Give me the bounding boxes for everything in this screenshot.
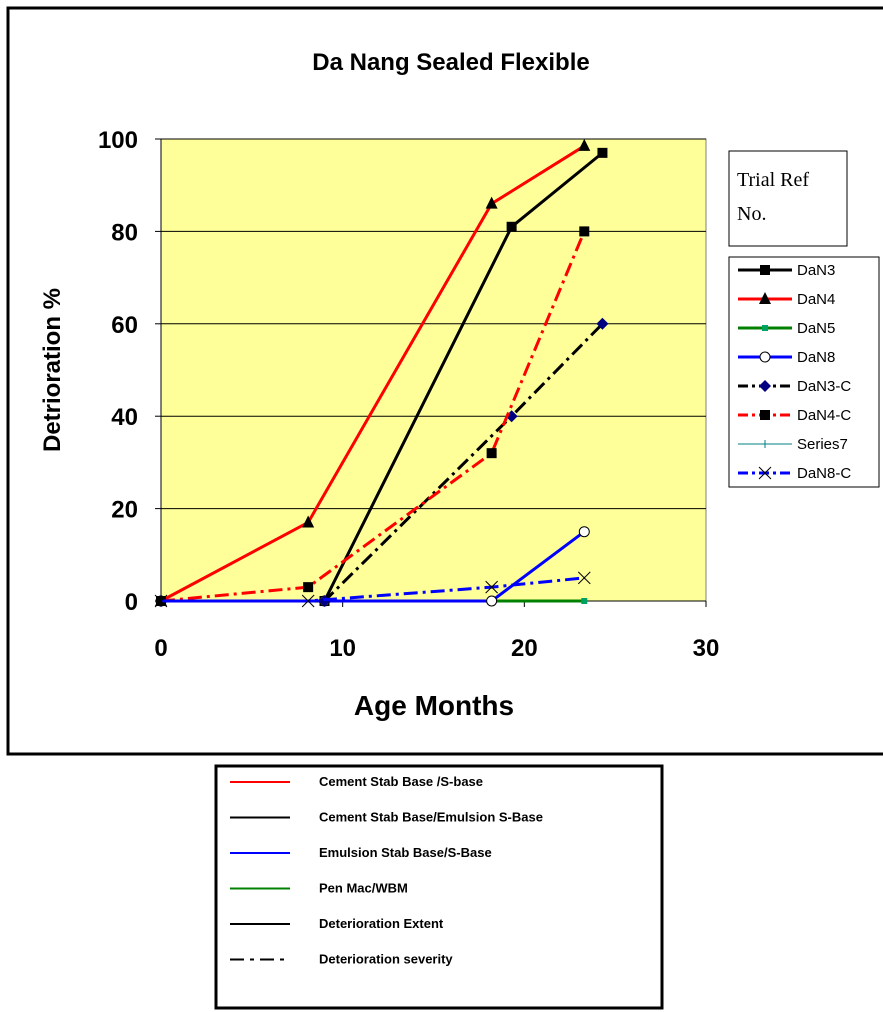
marker-dan4-c	[579, 226, 590, 237]
gridlines	[161, 138, 706, 510]
marker-dan8-c	[485, 580, 498, 594]
marker-dan8-c-stroke	[485, 580, 498, 594]
y-tick-label: 40	[111, 404, 138, 431]
legend-marker-series7	[761, 440, 769, 448]
legend-item-dan4-c: DaN4-C	[738, 407, 851, 424]
x-tick-label: 30	[693, 635, 720, 662]
legend-label-dan4-c: DaN4-C	[797, 407, 851, 424]
y-tick-label: 60	[111, 312, 138, 339]
series-line-dan4	[160, 144, 586, 603]
marker-dan3	[597, 147, 608, 158]
chart-title: Da Nang Sealed Flexible	[312, 49, 589, 76]
line-style-label: Deterioration Extent	[319, 916, 444, 931]
line-style-item: Cement Stab Base /S-base	[230, 774, 483, 789]
marker-dan4-c	[486, 448, 497, 459]
marker-dan8	[578, 526, 590, 538]
series-dan8-c	[154, 571, 591, 608]
marker-dan8-c-stroke	[301, 594, 315, 608]
marker-dan8-c-stroke	[154, 594, 168, 608]
plot-area	[160, 138, 707, 602]
marker-dan8	[486, 595, 498, 607]
legend-marker-dan3-c	[759, 380, 771, 392]
line-style-legend-items: Cement Stab Base /S-base Cement Stab Base…	[230, 774, 543, 967]
legend-item-dan4: DaN4	[738, 291, 835, 308]
y-tick-label: 20	[111, 497, 138, 524]
marker-dan8-c	[577, 571, 591, 585]
series-legend	[728, 256, 880, 488]
series-line-dan8-c	[161, 576, 585, 603]
marker-dan5	[581, 598, 588, 604]
marker-dan3	[506, 221, 517, 232]
line-style-item: Deterioration Extent	[230, 916, 444, 931]
marker-dan4	[485, 196, 498, 209]
marker-dan4	[302, 515, 315, 528]
legend-label-dan8: DaN8	[797, 349, 835, 366]
legend-marker-dan5	[762, 325, 768, 331]
legend-item-series7: Series7	[738, 436, 848, 453]
marker-dan4	[578, 138, 591, 151]
legend-label-dan3-c: DaN3-C	[797, 378, 851, 395]
line-style-item: Deterioration severity	[230, 952, 453, 967]
y-tick-label: 0	[125, 589, 138, 616]
line-style-label: Pen Mac/WBM	[319, 881, 408, 896]
line-style-item: Emulsion Stab Base/S-Base	[230, 845, 492, 860]
marker-dan8-c	[301, 594, 315, 608]
legend-item-dan5: DaN5	[738, 320, 835, 337]
legend-title-line1: Trial Ref	[737, 169, 809, 191]
legend-label-dan3: DaN3	[797, 262, 835, 279]
line-style-label: Emulsion Stab Base/S-Base	[319, 845, 492, 860]
legend-label-dan5: DaN5	[797, 320, 835, 337]
marker-dan8-c-stroke	[577, 571, 591, 585]
legend-marker-dan4	[759, 292, 771, 304]
y-tick-label: 80	[111, 219, 138, 246]
tick-labels: 0 20 40 60 80 100 0 10 20 30	[98, 127, 719, 662]
legend-marker-dan8-c-stroke	[758, 466, 772, 480]
legend-label-series7: Series7	[797, 436, 848, 453]
legend-marker-dan3	[760, 265, 770, 275]
legend-marker-dan8-c	[758, 466, 772, 480]
y-tick-label: 100	[98, 127, 138, 154]
line-style-label: Deterioration severity	[319, 952, 453, 967]
legend-label-dan4: DaN4	[797, 291, 835, 308]
legend-marker-dan4-c	[760, 410, 770, 420]
line-style-item: Pen Mac/WBM	[230, 881, 408, 896]
marker-dan4-c	[303, 582, 314, 593]
legend-title-line2: No.	[737, 203, 766, 225]
y-axis-label: Detrioration %	[39, 288, 66, 452]
series-legend-items: DaN3 DaN4 DaN5 DaN8 DaN3-C DaN4-C Series7 DaN8-…	[738, 262, 851, 482]
line-style-item: Cement Stab Base/Emulsion S-Base	[230, 810, 543, 825]
legend-item-dan3-c: DaN3-C	[738, 378, 851, 395]
series-layer	[154, 138, 609, 608]
x-tick-label: 10	[329, 635, 356, 662]
line-style-legend	[214, 764, 664, 1010]
x-tick-label: 20	[511, 635, 538, 662]
legend-item-dan3: DaN3	[738, 262, 835, 279]
line-style-label: Cement Stab Base /S-base	[319, 774, 483, 789]
marker-dan3-c	[596, 317, 609, 330]
x-tick-label: 0	[154, 635, 167, 662]
legend-item-dan8: DaN8	[738, 349, 835, 366]
legend-label-dan8-c: DaN8-C	[797, 465, 851, 482]
legend-item-dan8-c: DaN8-C	[738, 465, 851, 482]
x-axis-label: Age Months	[354, 690, 514, 721]
legend-marker-dan8	[759, 351, 771, 363]
legend-title-box	[728, 150, 848, 247]
marker-dan8-c	[154, 594, 168, 608]
line-style-label: Cement Stab Base/Emulsion S-Base	[319, 810, 543, 825]
series-line-dan4-c	[160, 230, 586, 603]
